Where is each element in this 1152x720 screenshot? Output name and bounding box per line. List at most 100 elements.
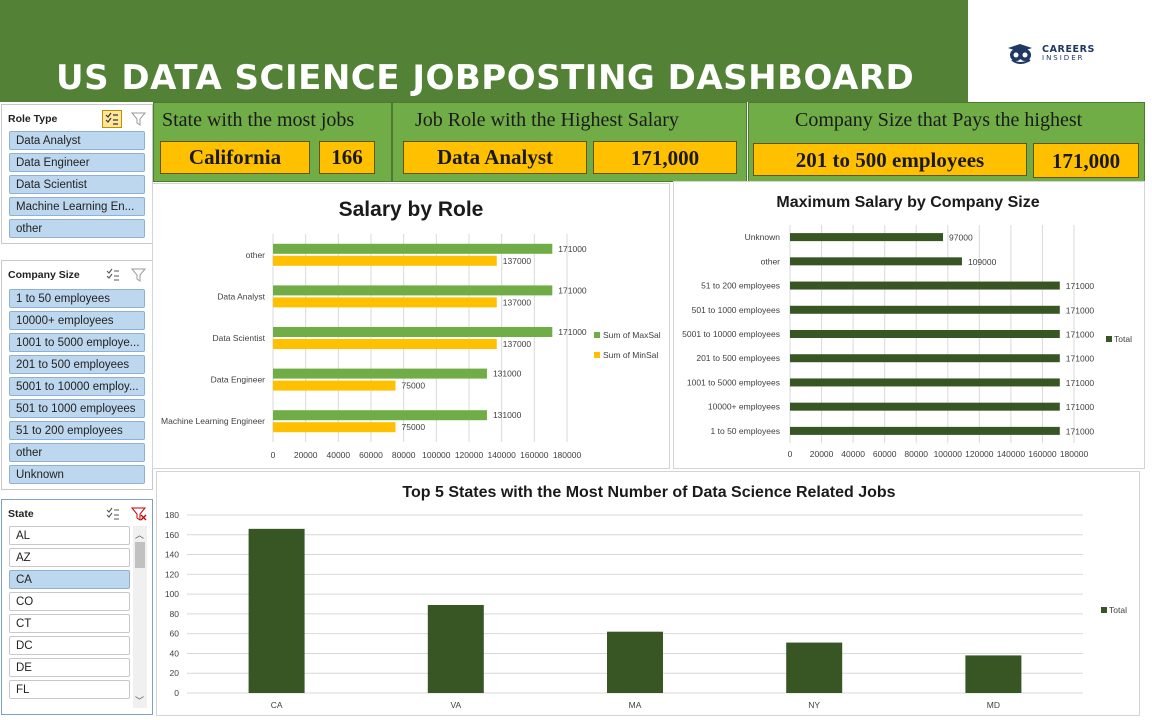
bar-total [790, 426, 1060, 435]
company-size-option-0[interactable]: 1 to 50 employees [9, 289, 145, 308]
legend-swatch [1101, 607, 1107, 613]
state-slicer: State AL AZ CA CO CT DC DE FL ︿ ﹀ [1, 499, 153, 715]
x-tick-label: 180000 [553, 450, 582, 460]
role-option-0[interactable]: Data Analyst [9, 131, 145, 150]
bar-state [786, 642, 843, 693]
x-tick-label: 120000 [965, 449, 994, 459]
role-type-slicer-title: Role Type [8, 113, 58, 125]
data-label: 171000 [1066, 426, 1095, 436]
y-tick-label: 140 [165, 550, 179, 560]
x-tick-label: 100000 [934, 449, 963, 459]
kpi-size-amount: 171,000 [1033, 143, 1139, 178]
clear-filter-icon[interactable] [130, 266, 148, 284]
category-label: other [761, 256, 781, 266]
bar-maxsal [273, 285, 553, 296]
data-label: 75000 [402, 381, 426, 391]
category-label: 1001 to 5000 employees [687, 377, 780, 387]
x-tick-label: 140000 [487, 450, 516, 460]
company-size-option-8[interactable]: Unknown [9, 465, 145, 484]
company-size-slicer-title: Company Size [8, 269, 80, 281]
dashboard-title: US DATA SCIENCE JOBPOSTING DASHBOARD [56, 58, 915, 98]
legend-label: Total [1114, 334, 1132, 344]
company-size-option-2[interactable]: 1001 to 5000 employe... [9, 333, 145, 352]
x-tick-label: 60000 [359, 450, 383, 460]
kpi-role-value: Data Analyst [403, 141, 587, 174]
company-size-option-6[interactable]: 51 to 200 employees [9, 421, 145, 440]
role-type-slicer: Role Type Data Analyst Data Engineer Data … [1, 104, 153, 244]
role-option-4[interactable]: other [9, 219, 145, 238]
bar-state [427, 604, 484, 693]
category-label: 201 to 500 employees [696, 353, 780, 363]
x-tick-label: NY [808, 700, 820, 710]
bar-minsal [273, 422, 396, 433]
company-size-option-4[interactable]: 5001 to 10000 employ... [9, 377, 145, 396]
state-slicer-scrollbar[interactable]: ︿ ﹀ [133, 526, 147, 708]
bar-total [790, 233, 944, 242]
x-tick-label: 40000 [327, 450, 351, 460]
y-tick-label: 20 [170, 668, 180, 678]
x-tick-label: 40000 [841, 449, 865, 459]
state-option-0[interactable]: AL [9, 526, 130, 545]
data-label: 75000 [402, 422, 426, 432]
category-label: 51 to 200 employees [701, 281, 780, 291]
y-tick-label: 180 [165, 510, 179, 520]
scrollbar-thumb[interactable] [135, 542, 145, 568]
data-label: 171000 [558, 244, 587, 254]
bar-maxsal [273, 327, 553, 337]
kpi-state-value: California [160, 141, 310, 174]
bar-maxsal [273, 410, 487, 421]
state-option-4[interactable]: CT [9, 614, 130, 633]
state-option-2[interactable]: CA [9, 570, 130, 589]
clear-filter-icon[interactable] [130, 110, 148, 128]
data-label: 171000 [558, 327, 587, 337]
state-option-6[interactable]: DE [9, 658, 130, 677]
company-size-option-7[interactable]: other [9, 443, 145, 462]
data-label: 97000 [949, 233, 973, 243]
bar-minsal [273, 255, 497, 266]
scroll-down-icon[interactable]: ﹀ [135, 696, 145, 706]
logo-line1: CAREERS [1042, 44, 1095, 55]
multi-select-icon[interactable] [102, 110, 122, 128]
clear-filter-icon[interactable] [130, 505, 148, 523]
state-option-5[interactable]: DC [9, 636, 130, 655]
company-size-slicer: Company Size 1 to 50 employees 10000+ emp… [1, 260, 153, 490]
legend-label: Sum of MaxSal [603, 330, 661, 340]
category-label: 5001 to 10000 employees [682, 329, 780, 339]
state-option-3[interactable]: CO [9, 592, 130, 611]
kpi-state-panel: State with the most jobs California 166 [153, 102, 392, 182]
kpi-size-value: 201 to 500 employees [753, 143, 1027, 176]
x-tick-label: 100000 [422, 450, 451, 460]
kpi-role-panel: Job Role with the Highest Salary Data An… [392, 102, 747, 182]
state-slicer-title: State [8, 508, 34, 520]
chart-title: Maximum Salary by Company Size [776, 194, 1039, 211]
state-option-1[interactable]: AZ [9, 548, 130, 567]
state-option-7[interactable]: FL [9, 680, 130, 699]
multi-select-icon[interactable] [104, 505, 122, 523]
bar-state [965, 655, 1022, 693]
role-option-3[interactable]: Machine Learning En... [9, 197, 145, 216]
role-option-2[interactable]: Data Scientist [9, 175, 145, 194]
max-salary-by-size-panel: Maximum Salary by Company Size 0 20000 4000… [673, 181, 1145, 469]
data-label: 171000 [1066, 378, 1095, 388]
category-label: Data Analyst [217, 291, 265, 301]
scroll-up-icon[interactable]: ︿ [135, 530, 145, 540]
x-tick-label: 180000 [1060, 449, 1089, 459]
company-size-option-1[interactable]: 10000+ employees [9, 311, 145, 330]
owl-logo-icon [1008, 44, 1032, 64]
x-tick-label: 20000 [294, 450, 318, 460]
chart-title: Top 5 States with the Most Number of Dat… [402, 484, 895, 501]
y-tick-label: 40 [170, 648, 180, 658]
legend-label: Total [1109, 605, 1127, 615]
role-option-1[interactable]: Data Engineer [9, 153, 145, 172]
category-label: Data Engineer [211, 375, 266, 385]
company-size-option-3[interactable]: 201 to 500 employees [9, 355, 145, 374]
company-size-option-5[interactable]: 501 to 1000 employees [9, 399, 145, 418]
kpi-role-label: Job Role with the Highest Salary [415, 109, 679, 131]
data-label: 171000 [1066, 281, 1095, 291]
data-label: 137000 [503, 339, 532, 349]
multi-select-icon[interactable] [104, 266, 122, 284]
bar-state [248, 528, 305, 693]
y-tick-label: 120 [165, 569, 179, 579]
category-label: 501 to 1000 employees [692, 305, 780, 315]
bar-state [607, 631, 663, 693]
